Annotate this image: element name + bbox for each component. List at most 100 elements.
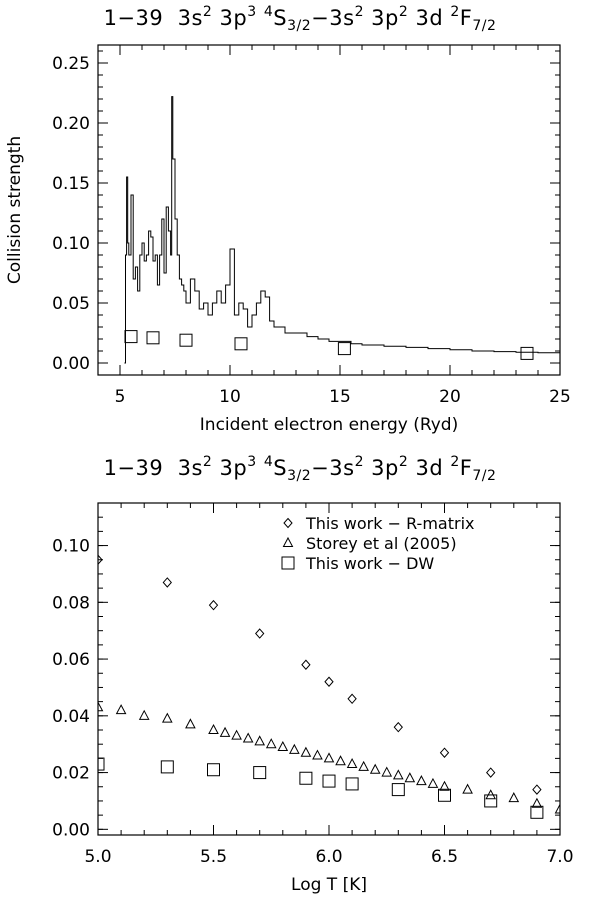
storey-point [289, 743, 300, 754]
title-sub: 3/2 [287, 468, 312, 484]
dw-point [98, 757, 105, 771]
storey-point [138, 709, 150, 720]
storey-point [185, 718, 196, 729]
storey-point [161, 712, 173, 723]
title-index: 1−39 [103, 456, 164, 480]
storey-point [98, 701, 104, 712]
title-sub: 3/2 [287, 18, 312, 34]
title-exp: 2 [202, 4, 213, 20]
storey-point [231, 729, 242, 740]
x-tick-label: 6.0 [315, 847, 342, 867]
title-exp: 2 [450, 454, 460, 470]
dw-point [345, 777, 359, 791]
storey-point [335, 755, 346, 766]
rmatrix-point [393, 721, 403, 733]
title-exp: 4 [263, 454, 274, 470]
y-tick-label: 0.08 [52, 593, 90, 613]
storey-point [323, 752, 335, 763]
title-exp: 2 [202, 454, 213, 470]
title-part: 3s [329, 6, 355, 30]
dw-point [438, 788, 451, 802]
title-sub: 7/2 [472, 18, 497, 34]
storey-point [416, 775, 427, 786]
rmatrix-point [324, 676, 334, 688]
title-part: F [459, 6, 473, 30]
title-part: 3s [177, 6, 203, 30]
rmatrix-point [301, 659, 311, 670]
dw-point [124, 330, 138, 344]
y-tick-label: 0.00 [52, 820, 90, 840]
y-tick-label: 0.06 [52, 650, 90, 670]
title-part: 3p [371, 6, 399, 30]
title-part: 3s [329, 456, 355, 480]
dw-point [299, 771, 313, 785]
legend-marker [283, 517, 293, 529]
rmatrix-point [439, 747, 450, 758]
y-tick-label: 0.25 [52, 54, 90, 74]
legend-label: This work − R-matrix [305, 514, 474, 533]
rmatrix-point [347, 693, 357, 705]
storey-point [369, 763, 381, 774]
dw-point [160, 760, 174, 774]
title-part: 3p [219, 456, 248, 480]
storey-point [381, 766, 393, 777]
top-chart-title: 1−39 3s2 3p3 4S3/2−3s2 3p2 3d 2F7/2 [0, 4, 600, 34]
rmatrix-point [532, 784, 542, 795]
title-index: 1−39 [103, 6, 164, 30]
title-exp: 2 [398, 4, 409, 20]
collision-strength-curve [124, 96, 560, 364]
y-tick-label: 0.10 [52, 234, 90, 254]
dw-point [484, 794, 498, 808]
storey-point [242, 732, 254, 743]
title-part: 3p [219, 6, 248, 30]
title-part: 3s [177, 456, 203, 480]
storey-point [312, 749, 323, 760]
storey-point [462, 783, 473, 794]
storey-point [427, 777, 439, 788]
title-part: S [273, 456, 288, 480]
title-part: 3d [415, 6, 444, 30]
title-exp: 2 [354, 454, 364, 470]
storey-point [404, 772, 416, 783]
legend-marker [281, 556, 295, 570]
legend-label: This work − DW [305, 554, 434, 573]
storey-point [219, 726, 231, 737]
title-exp: 3 [247, 454, 257, 470]
storey-point [115, 704, 127, 715]
rmatrix-point [208, 599, 219, 611]
title-exp: 2 [450, 4, 460, 20]
title-part: − [311, 456, 330, 480]
dw-point [179, 333, 193, 347]
x-tick-label: 10 [219, 387, 241, 407]
storey-point [554, 803, 560, 814]
bottom-chart-title: 1−39 3s2 3p3 4S3/2−3s2 3p2 3d 2F7/2 [0, 454, 600, 484]
title-part: 3p [371, 456, 399, 480]
storey-point [300, 746, 312, 757]
y-tick-label: 0.00 [52, 354, 90, 374]
rmatrix-point [162, 577, 172, 588]
title-sub: 7/2 [472, 468, 497, 484]
rmatrix-point [255, 628, 265, 639]
storey-point [254, 735, 266, 746]
storey-point [277, 740, 289, 752]
bottom-chart-panel: 1−39 3s2 3p3 4S3/2−3s2 3p2 3d 2F7/2 5.0 5… [0, 450, 600, 900]
dw-point [234, 337, 248, 351]
rmatrix-point [98, 554, 103, 566]
storey-point [508, 792, 520, 803]
dw-point [337, 342, 351, 356]
dw-point [520, 346, 534, 360]
storey-point [265, 738, 277, 749]
storey-point [358, 760, 369, 771]
plot-frame [97, 44, 561, 376]
title-exp: 2 [398, 454, 409, 470]
x-tick-label: 5.0 [84, 847, 111, 867]
title-part: F [459, 456, 473, 480]
y-tick-label: 0.02 [52, 764, 90, 784]
title-part: S [273, 6, 288, 30]
top-chart-panel: 1−39 3s2 3p3 4S3/2−3s2 3p2 3d 2F7/2 5 10 1… [0, 4, 600, 435]
storey-point [346, 757, 358, 769]
x-tick-label: 20 [439, 387, 461, 407]
storey-point [208, 723, 219, 735]
storey-point [531, 797, 543, 808]
